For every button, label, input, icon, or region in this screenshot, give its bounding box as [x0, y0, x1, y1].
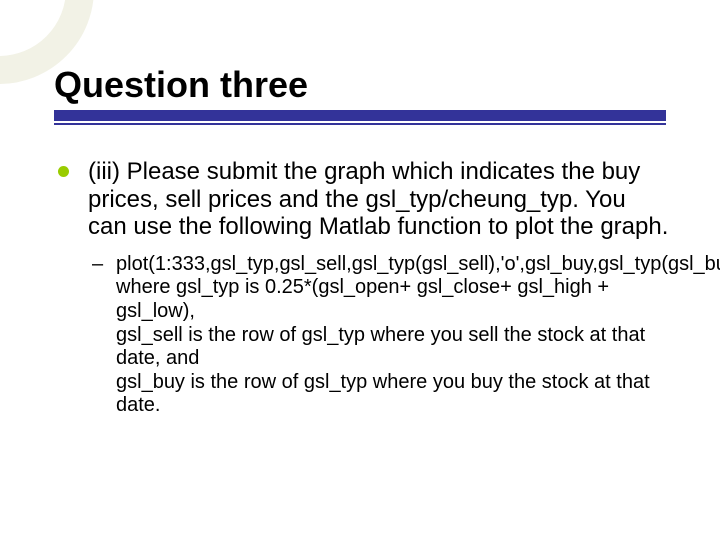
bullet-dot-icon: [58, 166, 69, 177]
slide: Question three (iii) Please submit the g…: [0, 0, 720, 540]
bullet-dash-icon: –: [92, 253, 103, 277]
title-underline-thick: [54, 110, 666, 121]
level1-text: (iii) Please submit the graph which indi…: [88, 158, 668, 240]
bullet-level2: – plot(1:333,gsl_typ,gsl_sell,gsl_typ(gs…: [88, 253, 670, 418]
level2-text: plot(1:333,gsl_typ,gsl_sell,gsl_typ(gsl_…: [116, 253, 720, 417]
slide-title: Question three: [54, 66, 666, 104]
bullet-level1: (iii) Please submit the graph which indi…: [54, 158, 670, 241]
title-area: Question three: [54, 66, 666, 125]
title-underline-thin: [54, 123, 666, 125]
body-area: (iii) Please submit the graph which indi…: [54, 158, 670, 418]
